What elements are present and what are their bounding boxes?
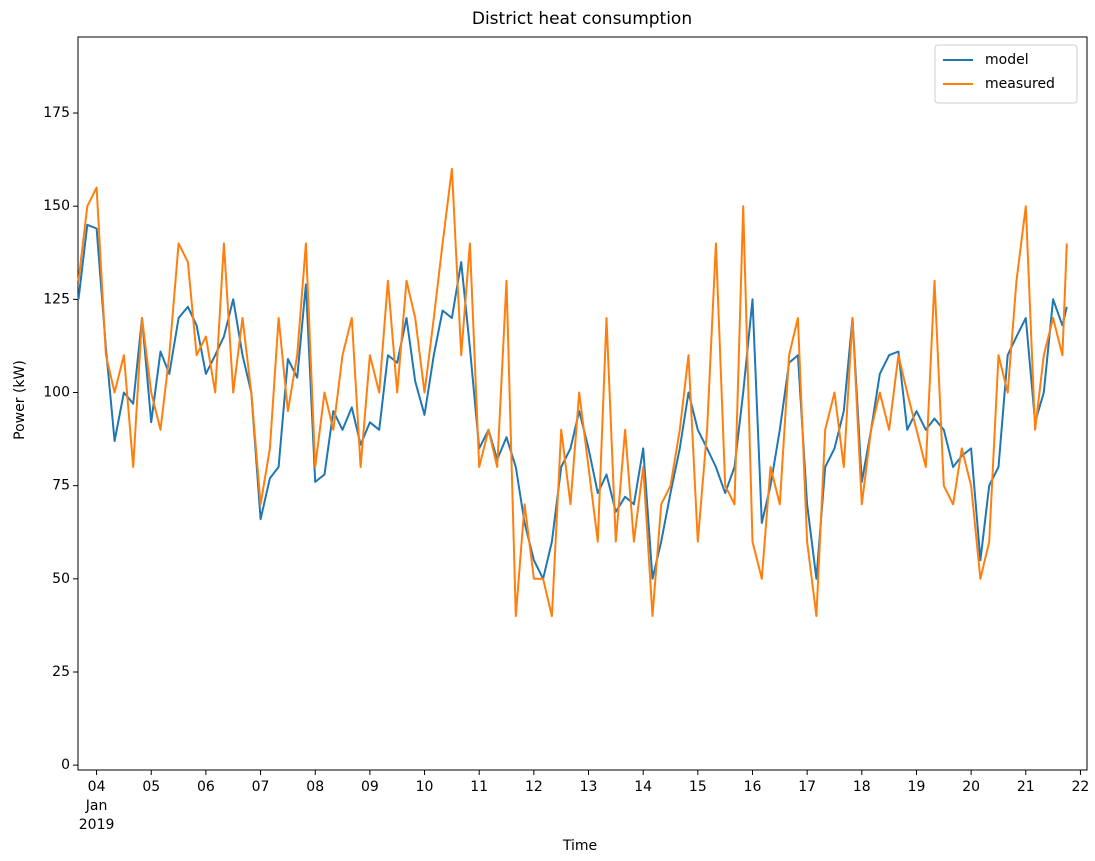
line-series [77, 223, 1068, 580]
x-tick-label: 13 [580, 779, 598, 795]
x-tick-label: 12 [525, 779, 543, 795]
y-axis-label: Power (kW) [12, 360, 28, 440]
x-tick-label: 15 [689, 779, 707, 795]
x-axis-label: Time [562, 838, 597, 854]
x-tick-label: 20 [962, 779, 980, 795]
legend-label: model [985, 52, 1029, 68]
y-tick-label: 50 [52, 571, 70, 587]
x-tick-label: 17 [798, 779, 816, 795]
x-tick-label: 14 [634, 779, 652, 795]
x-tick-label: 16 [744, 779, 762, 795]
x-tick-label: 08 [306, 779, 324, 795]
x-tick-label: 06 [197, 779, 215, 795]
x-tick-label: 18 [853, 779, 871, 795]
x-tick-label: 09 [361, 779, 379, 795]
x-tick-label: 10 [416, 779, 434, 795]
plot-frame [77, 36, 1088, 771]
legend-label: measured [985, 76, 1055, 92]
x-tick-label: 21 [1017, 779, 1035, 795]
y-tick-label: 150 [43, 198, 70, 214]
line-series [77, 167, 1068, 618]
x-tick-sublabel: 2019 [79, 817, 115, 833]
y-tick-label: 0 [61, 757, 70, 773]
y-tick-label: 25 [52, 664, 70, 680]
x-tick-label: 07 [252, 779, 270, 795]
chart-title: District heat consumption [472, 9, 692, 29]
x-tick-label: 05 [142, 779, 160, 795]
x-tick-label: 19 [908, 779, 926, 795]
x-tick-label: 04 [88, 779, 106, 795]
x-tick-sublabel: Jan [85, 798, 108, 814]
x-tick-label: 11 [470, 779, 488, 795]
x-tick-label: 22 [1072, 779, 1090, 795]
y-tick-label: 75 [52, 478, 70, 494]
y-tick-label: 100 [43, 385, 70, 401]
y-tick-label: 125 [43, 291, 70, 307]
y-tick-label: 175 [43, 105, 70, 121]
